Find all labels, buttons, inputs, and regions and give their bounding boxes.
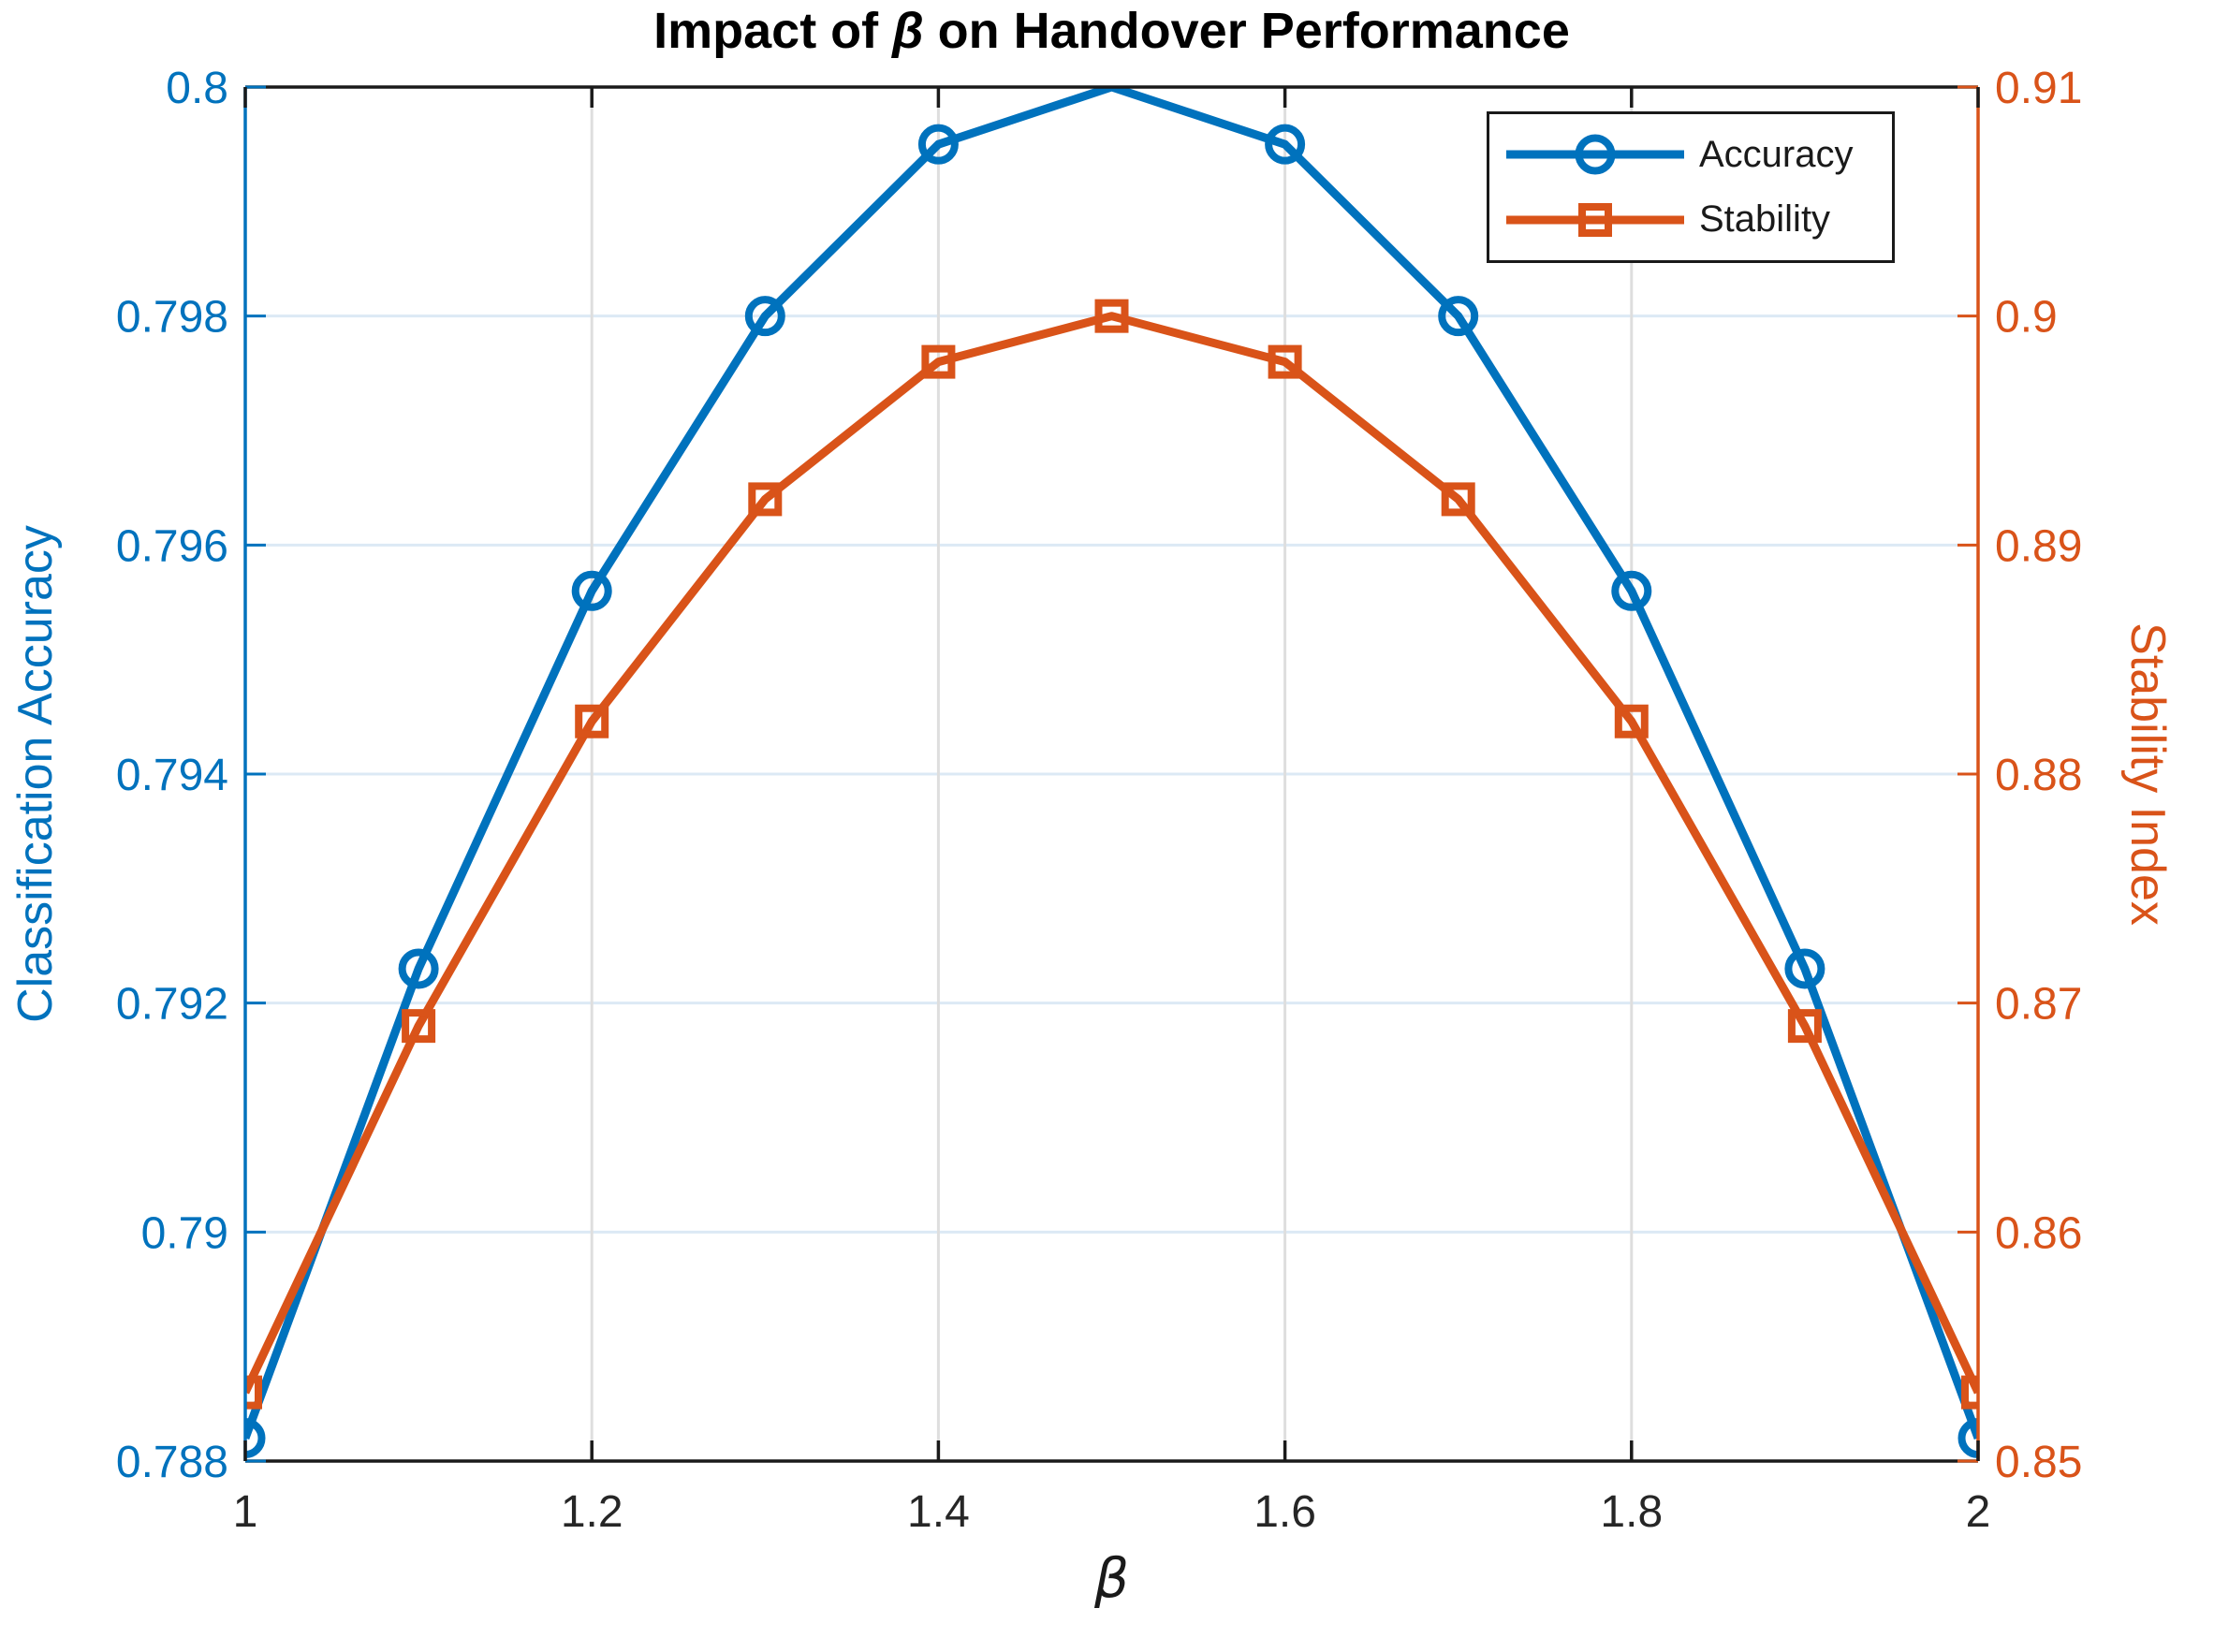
marker-square	[245, 1375, 262, 1410]
title-prefix: Impact of	[653, 3, 893, 59]
marker-square	[1441, 482, 1475, 517]
marker-circle	[1611, 570, 1652, 611]
marker-circle	[571, 570, 612, 611]
title-beta-symbol: β	[892, 3, 924, 59]
marker-square	[575, 704, 609, 738]
legend-sample-stability-icon	[1506, 202, 1684, 237]
y-tick-label-left: 0.79	[141, 1208, 228, 1258]
y-tick-label-left: 0.788	[116, 1438, 228, 1487]
marker-circle	[1957, 1418, 1978, 1459]
chart-title: Impact of β on Handover Performance	[245, 2, 1978, 60]
y-tick-label-right: 0.91	[1995, 64, 2082, 113]
y-tick-label-left: 0.796	[116, 521, 228, 571]
marker-circle	[1438, 296, 1479, 337]
series-line-stability	[245, 312, 1978, 1395]
legend-item-accuracy[interactable]: Accuracy	[1489, 126, 1892, 183]
legend-sample-square-marker	[1578, 202, 1612, 237]
marker-circle	[245, 1418, 266, 1459]
marker-circle	[744, 296, 785, 337]
x-tick-label: 1.4	[907, 1487, 970, 1537]
y-tick-label-left: 0.8	[166, 64, 228, 113]
y-tick-label-left: 0.798	[116, 293, 228, 343]
y-tick-label-right: 0.85	[1995, 1438, 2082, 1487]
marker-square	[1787, 1009, 1822, 1044]
title-suffix: on Handover Performance	[923, 3, 1570, 59]
series-stability	[245, 299, 1978, 1410]
y-tick-label-right: 0.89	[1995, 521, 2082, 571]
marker-circle	[1784, 948, 1825, 989]
y-tick-label-right: 0.87	[1995, 980, 2082, 1030]
y-tick-label-right: 0.86	[1995, 1208, 2082, 1258]
marker-square	[1614, 704, 1649, 738]
x-tick-label: 1.8	[1600, 1487, 1663, 1537]
legend-label-accuracy: Accuracy	[1699, 133, 1854, 175]
legend[interactable]: Accuracy Stability	[1487, 111, 1895, 263]
marker-square	[1961, 1375, 1978, 1410]
x-tick-label: 1.2	[561, 1487, 623, 1537]
x-tick-label: 1	[233, 1487, 258, 1537]
y-tick-label-right: 0.9	[1995, 293, 2058, 343]
y-tick-label-left: 0.792	[116, 980, 228, 1030]
legend-label-stability: Stability	[1699, 198, 1831, 241]
marker-circle	[398, 948, 439, 989]
series-accuracy	[245, 87, 1978, 1459]
marker-circle	[917, 124, 959, 165]
x-tick-label: 1.6	[1254, 1487, 1316, 1537]
x-axis-label: β	[1093, 1546, 1129, 1610]
marker-circle	[1265, 124, 1306, 165]
marker-square	[921, 344, 956, 379]
marker-square	[1094, 299, 1129, 333]
marker-square	[748, 482, 783, 517]
left-axis-label: Classification Accuracy	[8, 525, 63, 1023]
series-line-accuracy	[245, 87, 1978, 1440]
y-tick-label-left: 0.794	[116, 751, 228, 800]
right-axis-label: Stability Index	[2120, 622, 2175, 926]
y-tick-label-right: 0.88	[1995, 751, 2082, 800]
legend-item-stability[interactable]: Stability	[1489, 192, 1892, 248]
marker-square	[1268, 344, 1302, 379]
x-tick-label: 2	[1966, 1487, 1991, 1537]
legend-sample-circle-marker	[1575, 134, 1616, 175]
legend-sample-accuracy-icon	[1506, 134, 1684, 175]
marker-square	[402, 1009, 436, 1044]
